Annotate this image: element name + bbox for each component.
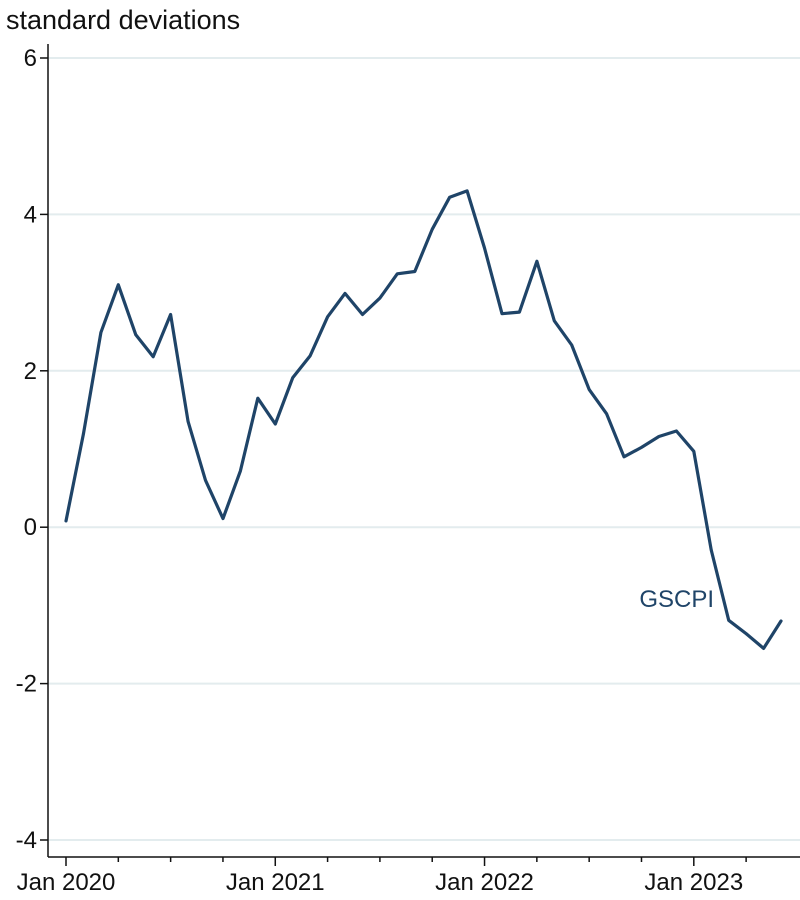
x-tick-label: Jan 2020 [17, 869, 116, 896]
y-axis-ticks: -4 -2 0 2 4 6 [16, 45, 48, 854]
y-axis-title: standard deviations [6, 5, 240, 35]
x-axis-ticks: Jan 2020 Jan 2021 Jan 2022 Jan 2023 [17, 857, 747, 896]
axes [47, 44, 800, 858]
x-tick-label: Jan 2021 [226, 869, 325, 896]
gridlines [48, 57, 800, 841]
series-line-gscpi [64, 189, 783, 651]
y-tick-label: 2 [24, 358, 37, 385]
series-layer: GSCPI [64, 189, 783, 651]
x-tick-label: Jan 2023 [644, 869, 743, 896]
x-tick-label: Jan 2022 [435, 869, 534, 896]
y-tick-label: 0 [24, 514, 37, 541]
y-tick-label: 6 [24, 45, 37, 72]
series-label: GSCPI [639, 586, 714, 613]
y-tick-label: -2 [16, 671, 37, 698]
y-tick-label: -4 [16, 827, 37, 854]
y-tick-label: 4 [24, 201, 37, 228]
